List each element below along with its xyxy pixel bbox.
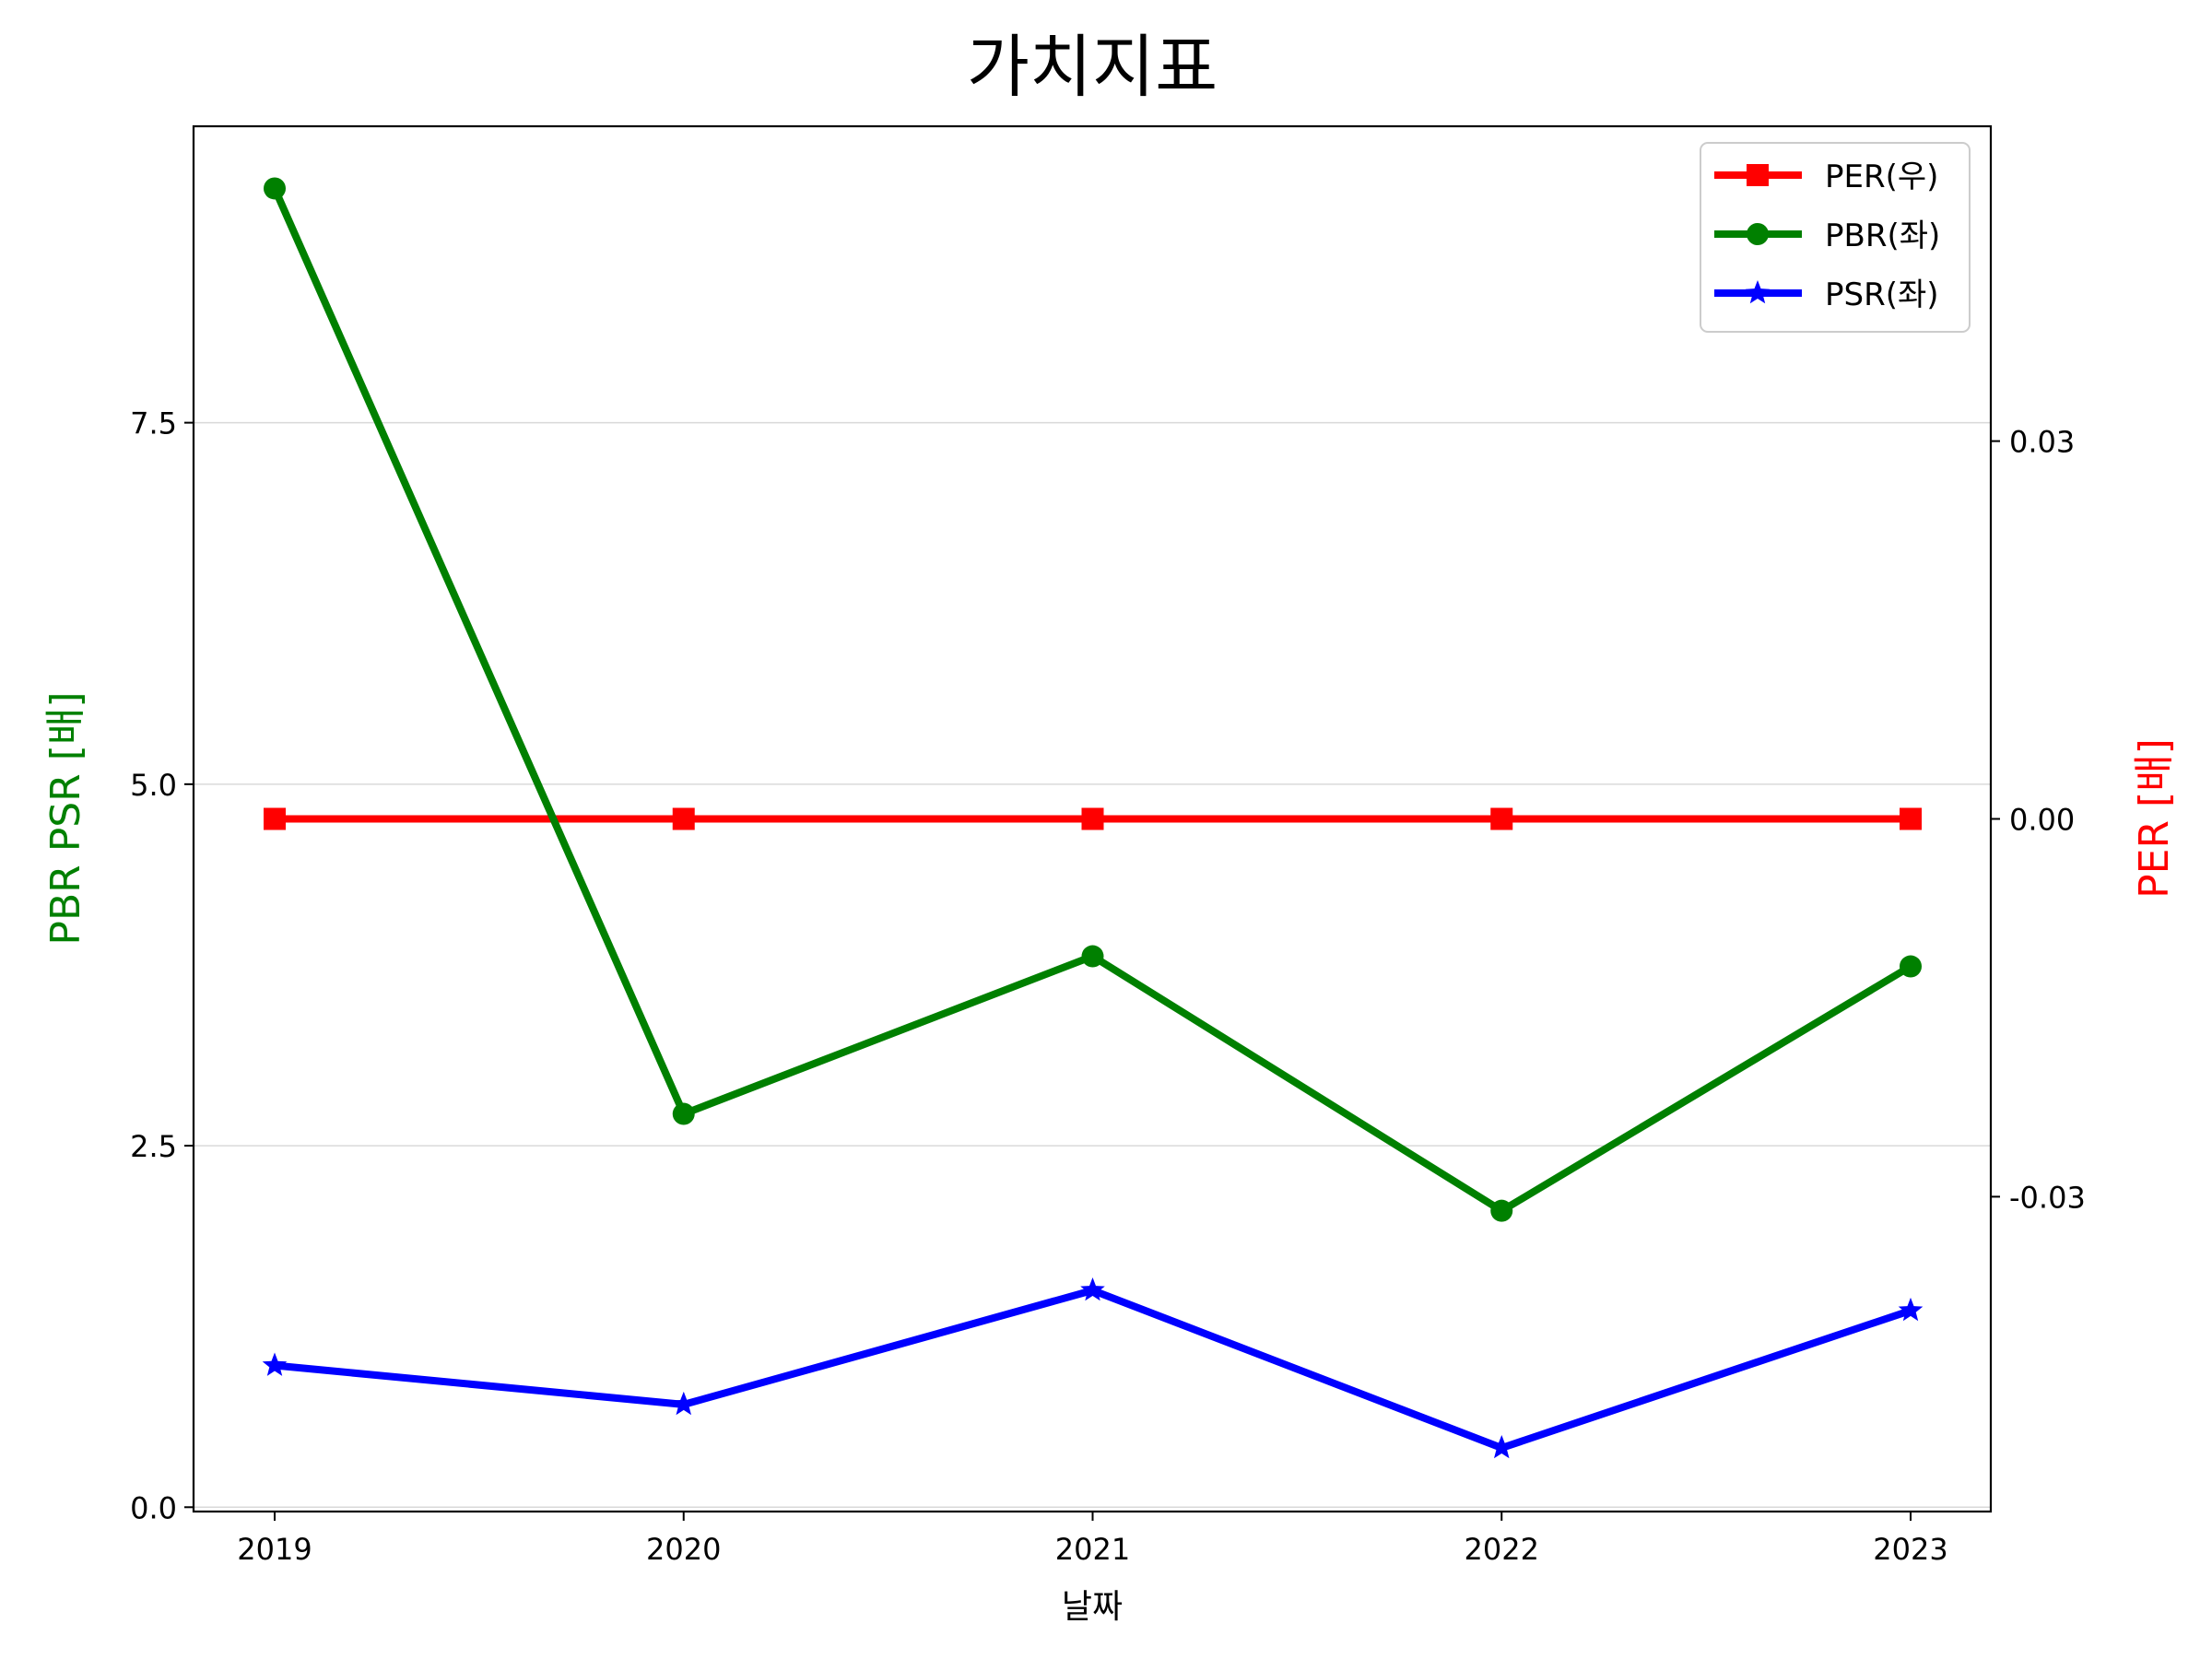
grid-lines — [194, 421, 1991, 1509]
legend-label-per: PER(우) — [1825, 159, 1938, 195]
right-y-tick-label: -0.03 — [2009, 1180, 2086, 1215]
x-tick-label: 2022 — [1465, 1532, 1539, 1567]
legend: PER(우) PBR(좌) PSR(좌) — [1700, 142, 1971, 333]
left-y-tick-label: 2.5 — [130, 1129, 177, 1164]
left-y-tick-label: 0.0 — [130, 1490, 177, 1525]
legend-item-per: PER(우) — [1714, 159, 1938, 195]
legend-marker-pbr — [1747, 223, 1769, 245]
data-point-psr — [1488, 1435, 1514, 1459]
left-y-tick-label: 5.0 — [130, 768, 177, 803]
data-point-psr — [1898, 1297, 1924, 1322]
data-point-per — [672, 807, 695, 830]
x-tick-label: 2023 — [1873, 1532, 1947, 1567]
x-axis-label: 날짜 — [1062, 1588, 1123, 1626]
right-y-tick-label: 0.03 — [2009, 425, 2075, 460]
right-y-tick-label: 0.00 — [2009, 803, 2075, 838]
right-y-axis-label: PER [배] — [2131, 738, 2178, 899]
series-psr — [262, 1277, 1924, 1459]
legend-item-pbr: PBR(좌) — [1714, 218, 1940, 254]
left-y-axis: 0.0 2.5 5.0 7.5 — [130, 406, 194, 1525]
left-y-axis-label: PBR PSR [배] — [42, 691, 89, 945]
legend-marker-psr — [1745, 280, 1771, 304]
data-point-per — [264, 807, 286, 830]
data-point-per — [1900, 807, 1922, 830]
data-point-pbr — [672, 1102, 695, 1125]
legend-marker-per — [1747, 164, 1769, 186]
data-point-pbr — [1490, 1199, 1513, 1222]
data-point-pbr — [1081, 945, 1104, 968]
left-y-tick-label: 7.5 — [130, 406, 177, 441]
x-axis: 2019 2020 2021 2022 2023 — [237, 1512, 1948, 1567]
x-tick-label: 2021 — [1055, 1532, 1130, 1567]
legend-frame — [1700, 142, 1971, 333]
legend-label-pbr: PBR(좌) — [1825, 218, 1940, 254]
data-point-pbr — [264, 177, 286, 200]
series-per — [264, 807, 1922, 830]
legend-label-psr: PSR(좌) — [1825, 276, 1939, 313]
data-point-psr — [671, 1391, 697, 1416]
data-point-per — [1081, 807, 1104, 830]
legend-item-psr: PSR(좌) — [1714, 276, 1939, 313]
data-point-psr — [262, 1352, 288, 1376]
data-point-psr — [1080, 1277, 1105, 1301]
series-pbr — [264, 177, 1922, 1222]
x-tick-label: 2020 — [646, 1532, 721, 1567]
series-layer — [262, 177, 1924, 1459]
data-point-per — [1490, 807, 1513, 830]
data-point-pbr — [1900, 955, 1922, 978]
chart-title: 가치지표 — [967, 28, 1218, 107]
x-tick-label: 2019 — [237, 1532, 312, 1567]
right-y-axis: -0.03 0.00 0.03 — [1991, 425, 2086, 1215]
